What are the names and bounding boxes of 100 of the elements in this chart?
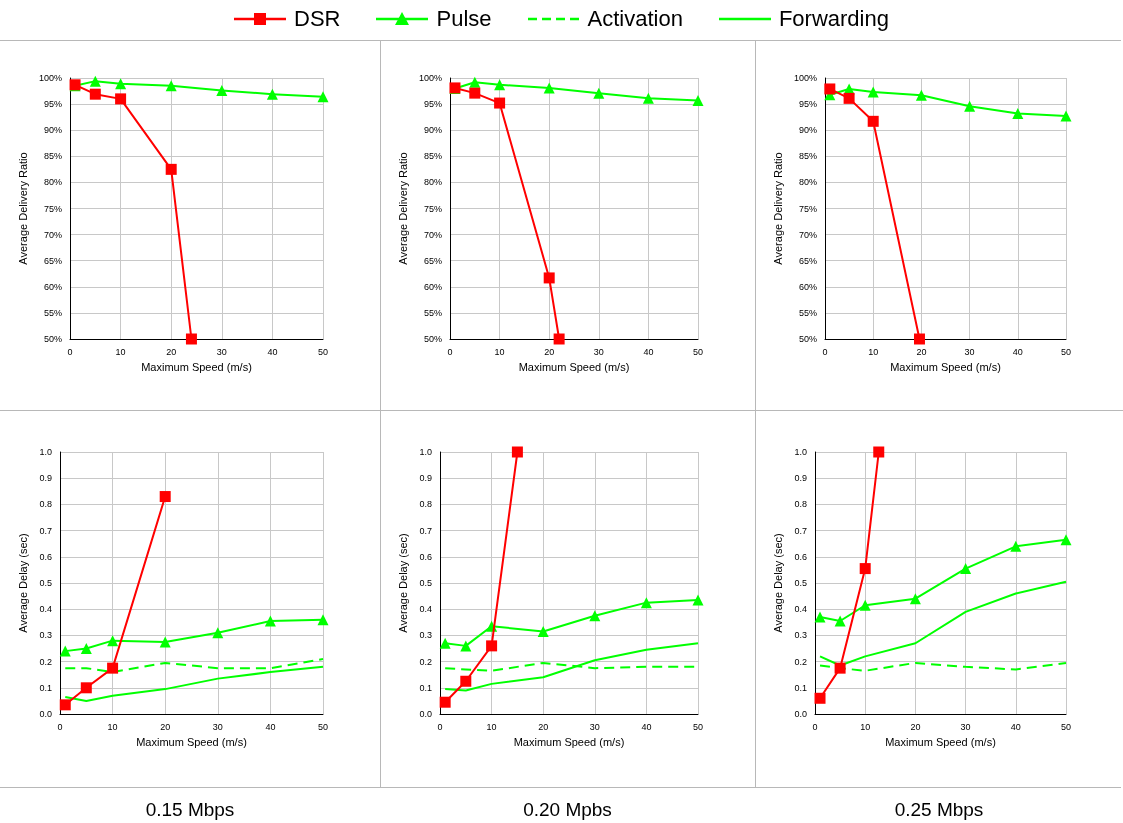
y-tick-label: 0.8 <box>39 499 52 510</box>
y-tick-label: 0.3 <box>39 630 52 641</box>
x-tick-label: 40 <box>267 346 278 357</box>
point <box>494 97 506 109</box>
y-axis-title: Average Delivery Ratio <box>16 152 29 265</box>
y-tick-label: 0.2 <box>794 656 807 667</box>
point <box>1010 540 1022 552</box>
y-tick-label: 65% <box>798 255 817 266</box>
x-tick-label: 40 <box>1010 721 1021 732</box>
y-tick-label: 0.3 <box>419 630 432 641</box>
point <box>159 491 171 503</box>
x-tick-label: 10 <box>868 346 879 357</box>
point <box>692 94 704 106</box>
y-tick-label: 0.9 <box>794 473 807 484</box>
x-tick-label: 50 <box>1060 346 1072 357</box>
x-axis-title: Maximum Speed (m/s) <box>885 735 996 748</box>
y-tick-label: 0.5 <box>39 578 52 588</box>
x-axis-title: Maximum Speed (m/s) <box>890 360 1001 373</box>
y-tick-label: 0.1 <box>39 682 52 693</box>
y-tick-label: 0.8 <box>794 499 807 510</box>
point <box>212 627 224 639</box>
point <box>543 272 555 284</box>
point <box>460 640 472 652</box>
y-tick-label: 0.8 <box>419 499 432 510</box>
y-tick-label: 0.6 <box>419 551 432 562</box>
x-tick-label: 30 <box>212 721 223 732</box>
point <box>537 625 549 637</box>
point <box>494 79 506 91</box>
x-tick-label: 20 <box>916 346 927 357</box>
y-tick-label: 0.0 <box>39 709 52 719</box>
point <box>89 88 101 100</box>
point <box>80 643 92 654</box>
point <box>80 682 92 694</box>
text: 0.20 Mpbs <box>523 799 612 820</box>
y-tick-label: 0.7 <box>39 525 52 536</box>
y-tick-label: 65% <box>423 255 442 266</box>
point <box>1012 108 1024 119</box>
y-tick-label: 0.0 <box>419 709 432 719</box>
legend-label: Activation <box>587 6 683 32</box>
y-tick-label: 0.2 <box>419 656 432 667</box>
point <box>913 333 925 345</box>
x-tick-label: 30 <box>960 721 971 732</box>
point <box>814 692 826 704</box>
point <box>867 86 879 98</box>
y-tick-label: 0.4 <box>419 604 432 615</box>
y-tick-label: 100% <box>418 73 442 83</box>
point <box>915 89 927 101</box>
y-tick-label: 0.0 <box>794 709 807 719</box>
text: 0.15 Mbps <box>145 799 235 820</box>
point <box>843 92 855 104</box>
y-tick-label: 75% <box>798 203 817 214</box>
point <box>159 636 171 648</box>
y-tick-label: 50% <box>423 334 442 344</box>
point <box>165 80 177 92</box>
y-tick-label: 0.3 <box>794 630 807 641</box>
y-axis-title: Average Delay (sec) <box>17 533 30 633</box>
x-tick-label: 20 <box>166 346 177 357</box>
y-axis-title: Average Delay (sec) <box>772 533 785 633</box>
point <box>165 163 177 175</box>
y-tick-label: 1.0 <box>419 447 432 457</box>
y-tick-label: 0.1 <box>419 682 432 693</box>
x-tick-label: 20 <box>544 346 555 357</box>
point <box>59 645 71 657</box>
x-tick-label: 10 <box>107 721 118 732</box>
point <box>1060 110 1072 122</box>
x-tick-label: 0 <box>57 721 63 732</box>
y-tick-label: 0.6 <box>39 551 52 562</box>
y-tick-label: 55% <box>43 307 62 318</box>
x-tick-label: 10 <box>486 721 497 732</box>
x-tick-label: 40 <box>641 721 652 732</box>
point <box>867 115 879 127</box>
line-series <box>64 657 324 674</box>
y-tick-label: 70% <box>423 229 442 240</box>
text: 0.25 Mbps <box>894 799 984 820</box>
y-tick-label: 85% <box>798 151 817 162</box>
point <box>859 563 871 575</box>
y-tick-label: 55% <box>798 307 817 318</box>
y-tick-label: 80% <box>423 177 442 188</box>
x-axis-title: Maximum Speed (m/s) <box>141 360 252 373</box>
y-tick-label: 60% <box>798 281 817 292</box>
y-tick-label: 95% <box>43 99 62 110</box>
point <box>59 699 71 711</box>
y-tick-label: 70% <box>43 229 62 240</box>
line-series <box>819 661 1067 672</box>
x-tick-label: 40 <box>265 721 276 732</box>
point <box>553 333 565 345</box>
y-tick-label: 60% <box>43 281 62 292</box>
x-tick-label: 10 <box>494 346 505 357</box>
y-tick-label: 1.0 <box>39 447 52 457</box>
y-tick-label: 0.6 <box>794 551 807 562</box>
y-axis-title: Average Delivery Ratio <box>771 152 784 265</box>
x-tick-label: 30 <box>216 346 227 357</box>
y-tick-label: 95% <box>423 99 442 110</box>
point <box>692 594 704 606</box>
y-tick-label: 0.5 <box>794 578 807 588</box>
x-tick-label: 20 <box>910 721 921 732</box>
point <box>960 563 972 575</box>
point <box>642 92 654 104</box>
y-axis-title: Average Delay (sec) <box>397 533 410 633</box>
y-tick-label: 80% <box>43 177 62 188</box>
